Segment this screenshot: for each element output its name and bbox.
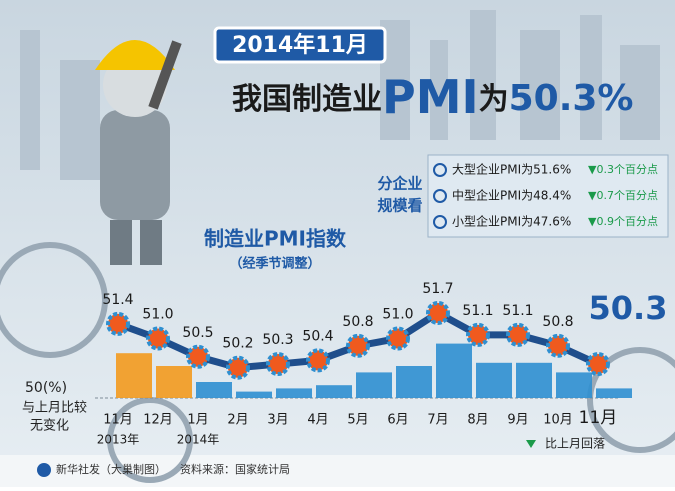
bar [196, 382, 232, 398]
x-tick-label: 2月 [227, 413, 248, 428]
title-part: 为 [479, 82, 509, 117]
x-tick-label: 3月 [267, 413, 288, 428]
point [588, 354, 608, 374]
title-part: 50.3% [509, 78, 634, 119]
legend-label: 比上月回落 [545, 437, 605, 451]
item-text: 小型企业PMI为47.6% [452, 214, 571, 229]
value-label: 50.2 [222, 336, 253, 352]
x-tick-label: 7月 [427, 413, 448, 428]
item-text: 中型企业PMI为48.4% [452, 188, 571, 203]
value-label: 50.3 [589, 289, 668, 327]
bar [596, 388, 632, 398]
x-tick-label: 4月 [307, 413, 328, 428]
point [308, 350, 328, 370]
x-year-label: 2013年 [97, 433, 140, 447]
x-tick-label: 6月 [387, 413, 408, 428]
logo [37, 463, 51, 477]
x-tick-label: 12月 [143, 413, 173, 428]
value-label: 50.5 [182, 325, 213, 341]
item-change: ▼0.9个百分点 [588, 215, 658, 228]
header: 2014年11月 [232, 32, 368, 58]
bar [116, 353, 152, 398]
point [348, 336, 368, 356]
value-label: 50.4 [302, 328, 333, 344]
bar [396, 366, 432, 398]
value-label: 51.1 [502, 303, 533, 319]
bar [316, 385, 352, 398]
value-label: 51.0 [142, 307, 173, 323]
x-tick-label: 5月 [347, 413, 368, 428]
x-tick-label: 10月 [543, 413, 573, 428]
value-label: 51.0 [382, 307, 413, 323]
point [108, 314, 128, 334]
x-tick-label: 1月 [187, 413, 208, 428]
value-label: 50.8 [542, 314, 573, 330]
breakdown-heading: 分企业 [377, 175, 422, 193]
point [268, 354, 288, 374]
x-tick-label: 9月 [507, 413, 528, 428]
item-change: ▼0.7个百分点 [588, 189, 658, 202]
bar [276, 388, 312, 398]
infographic: 2014年11月 我国制造业PMI为50.3% 分企业 规模看 制造业PMI指数… [0, 0, 675, 487]
value-label: 51.7 [422, 281, 453, 297]
value-label: 50.3 [262, 332, 293, 348]
value-label: 50.8 [342, 314, 373, 330]
bar [556, 372, 592, 398]
bar [236, 392, 272, 398]
title-part: PMI [382, 70, 479, 124]
item-text: 大型企业PMI为51.6% [452, 162, 571, 177]
item-change: ▼0.3个百分点 [588, 163, 658, 176]
x-tick-label: 11月 [103, 413, 133, 428]
point [548, 336, 568, 356]
title-part: 我国制造业 [232, 82, 382, 117]
footer-credit: 新华社发（大巢制图） [56, 462, 166, 476]
breakdown-heading: 规模看 [377, 197, 422, 215]
bar [436, 344, 472, 398]
point [188, 347, 208, 367]
point [468, 325, 488, 345]
x-tick-label: 8月 [467, 413, 488, 428]
x-year-label: 2014年 [177, 433, 220, 447]
bar [356, 372, 392, 398]
value-label: 51.4 [102, 292, 133, 308]
point [228, 358, 248, 378]
point [148, 329, 168, 349]
bar [516, 363, 552, 398]
baseline-note: 与上月比较 [22, 401, 87, 416]
y-tick-label: 50(%) [25, 380, 67, 396]
chart-subtitle: （经季节调整） [229, 256, 320, 272]
x-tick-label: 11月 [579, 408, 618, 428]
bar [476, 363, 512, 398]
chart-title: 制造业PMI指数 [204, 227, 347, 251]
bar [156, 366, 192, 398]
value-label: 51.1 [462, 303, 493, 319]
point [428, 303, 448, 323]
point [508, 325, 528, 345]
point [388, 329, 408, 349]
baseline-note: 无变化 [30, 418, 69, 434]
footer-source: 资料来源：国家统计局 [180, 462, 290, 476]
